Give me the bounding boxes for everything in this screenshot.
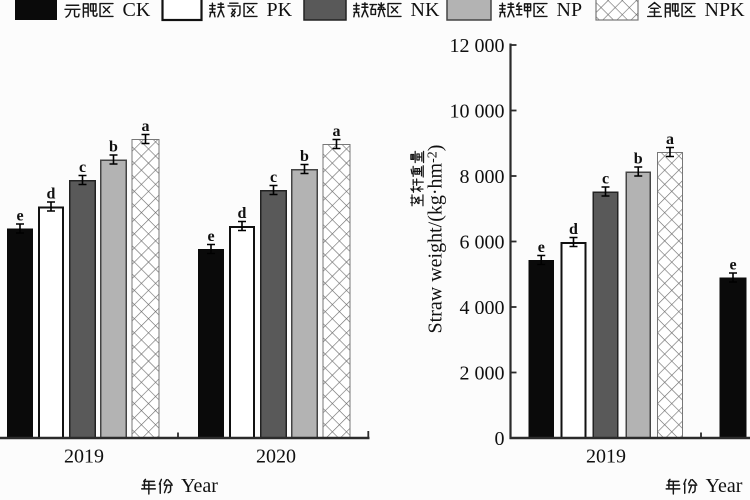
svg-text:12 000: 12 000 [450, 35, 505, 57]
svg-text:2019: 2019 [586, 446, 626, 468]
svg-text:e: e [16, 208, 23, 225]
svg-text:e: e [729, 257, 736, 274]
svg-text:NK: NK [411, 0, 440, 21]
svg-text:0: 0 [495, 428, 505, 450]
svg-text:d: d [47, 186, 56, 203]
svg-text:6 000: 6 000 [460, 232, 505, 254]
svg-text:e: e [538, 239, 545, 256]
svg-text:b: b [109, 139, 118, 156]
svg-text:2019: 2019 [64, 446, 104, 468]
svg-text:10 000: 10 000 [450, 101, 505, 123]
svg-text:Year: Year [181, 475, 218, 497]
svg-text:c: c [79, 159, 86, 176]
svg-text:Year: Year [706, 475, 743, 497]
svg-text:a: a [333, 123, 341, 140]
svg-text:NP: NP [557, 0, 583, 21]
svg-text:a: a [142, 118, 150, 135]
svg-text:2020: 2020 [256, 446, 296, 468]
svg-text:a: a [666, 131, 674, 148]
svg-text:4 000: 4 000 [460, 297, 505, 319]
svg-text:2 000: 2 000 [460, 363, 505, 385]
svg-text:8 000: 8 000 [460, 166, 505, 188]
svg-text:d: d [569, 221, 578, 238]
svg-text:e: e [207, 228, 214, 245]
svg-text:c: c [270, 169, 277, 186]
svg-text:b: b [300, 148, 309, 165]
svg-text:Straw weight/(kg·hm-2): Straw weight/(kg·hm-2) [425, 145, 447, 334]
svg-text:NPK: NPK [705, 0, 746, 21]
svg-text:CK: CK [123, 0, 151, 21]
svg-text:c: c [602, 171, 609, 188]
svg-text:PK: PK [267, 0, 293, 21]
svg-text:b: b [634, 151, 643, 168]
svg-text:d: d [238, 205, 247, 222]
